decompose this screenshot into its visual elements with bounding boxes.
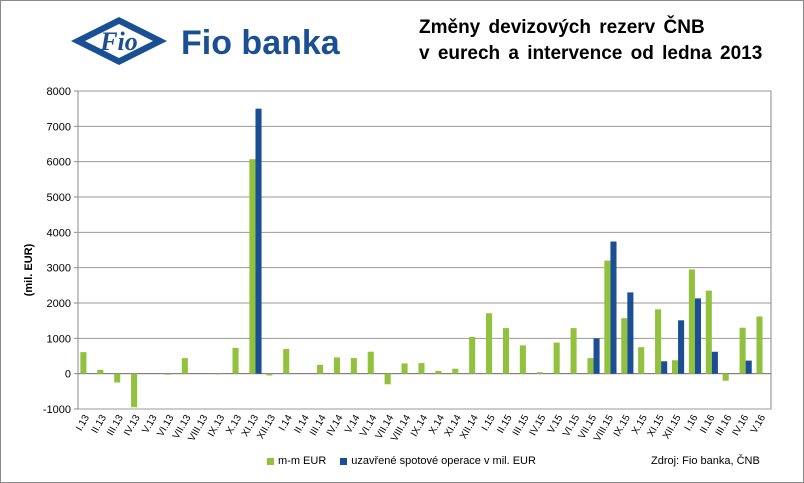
legend: m-m EUR uzavřené spotové operace v mil. …	[267, 455, 550, 467]
bar-mm-eur	[519, 345, 526, 374]
y-tick-label: 4000	[47, 227, 71, 239]
bar-mm-eur	[553, 342, 560, 374]
bar-mm-eur	[502, 328, 510, 374]
bar-mm-eur	[722, 373, 729, 381]
x-tick-label: IV.16	[731, 413, 752, 438]
x-tick-label: IX.14	[409, 413, 430, 439]
x-tick-label: V.16	[749, 413, 769, 436]
legend-label-spot-operations: uzavřené spotové operace v mil. EUR	[351, 455, 536, 467]
x-tick-label: IV.14	[325, 413, 346, 438]
fio-logo: Fio	[71, 17, 167, 65]
bar-mm-eur	[350, 358, 357, 374]
bar-spot-operations	[678, 320, 685, 374]
bar-mm-eur	[131, 373, 138, 408]
bar-mm-eur	[570, 328, 577, 374]
legend-item-mm-eur: m-m EUR	[267, 455, 326, 467]
bar-mm-eur	[435, 370, 442, 374]
bar-mm-eur	[536, 372, 543, 374]
bar-mm-eur	[97, 369, 104, 374]
bar-mm-eur	[621, 318, 628, 374]
x-tick-label: IV.13	[122, 413, 143, 438]
bar-spot-operations	[593, 338, 600, 374]
bar-mm-eur	[283, 348, 290, 374]
y-tick-label: 5000	[47, 192, 71, 204]
bar-mm-eur	[114, 373, 121, 383]
bar-mm-eur	[181, 358, 188, 374]
bar-mm-eur	[739, 327, 746, 374]
fio-diamond-inner-icon	[85, 24, 153, 58]
y-axis-label: (mil. EUR)	[23, 243, 35, 296]
bar-mm-eur	[249, 159, 256, 374]
bar-spot-operations	[627, 292, 634, 374]
bar-mm-eur	[80, 352, 87, 374]
source-note: Zdroj: Fio banka, ČNB	[651, 455, 760, 467]
bar-mm-eur	[232, 347, 239, 374]
grid-lines	[74, 90, 772, 410]
bar-mm-eur	[266, 373, 273, 376]
bar-mm-eur	[756, 316, 763, 374]
legend-label-mm-eur: m-m EUR	[278, 455, 327, 467]
y-tick-label: 2000	[47, 298, 71, 310]
legend-swatch-mm-eur	[267, 457, 274, 465]
bar-mm-eur	[486, 313, 493, 374]
bar-mm-eur	[367, 351, 374, 374]
x-tick-label: XII.14	[458, 413, 481, 442]
y-tick-label: 7000	[47, 121, 71, 133]
x-tick-label: IX.15	[612, 413, 633, 439]
y-tick-label: -1000	[43, 404, 71, 416]
bar-spot-operations	[661, 361, 668, 374]
legend-swatch-spot-operations	[340, 457, 348, 465]
y-tick-label: 6000	[47, 157, 71, 169]
x-tick-label: XII.13	[255, 413, 278, 442]
bar-spot-operations	[610, 241, 617, 374]
bar-spot-operations	[745, 360, 752, 374]
bar-mm-eur	[671, 360, 679, 374]
bar-mm-eur	[638, 347, 645, 374]
bar-mm-eur	[401, 363, 408, 374]
bar-mm-eur	[215, 373, 222, 375]
y-tick-label: 0	[65, 369, 71, 381]
logo-mark-text: Fio	[99, 27, 138, 56]
bar-mm-eur	[164, 373, 171, 375]
brand-name: Fio banka	[181, 24, 340, 62]
bar-spot-operations	[694, 298, 702, 374]
bar-mm-eur	[604, 260, 611, 374]
bar-mm-eur	[384, 373, 391, 385]
bar-mm-eur	[469, 336, 476, 374]
bar-mm-eur	[655, 309, 662, 374]
x-tick-label: IV.15	[528, 413, 549, 438]
bar-mm-eur	[587, 358, 594, 374]
bar-spot-operations	[255, 108, 262, 374]
y-tick-label: 8000	[47, 86, 71, 98]
bar-mm-eur	[705, 290, 712, 374]
chart-title: Změny devizových rezerv ČNB v eurech a i…	[419, 15, 762, 67]
x-tick-labels: I.13II.13III.13IV.13V.13VI.13VII.13VIII.…	[74, 413, 768, 444]
chart-title-line-2: v eurech a intervence od ledna 2013	[419, 43, 763, 64]
x-tick-label: IX.13	[206, 413, 227, 439]
x-tick-label: XII.15	[661, 413, 684, 442]
bars	[80, 108, 763, 408]
bar-mm-eur	[688, 269, 695, 374]
chart-title-line-1: Změny devizových rezerv ČNB	[419, 17, 705, 38]
bar-mm-eur	[333, 357, 340, 374]
y-tick-labels: -1000 0 1000 2000 3000 4000 5000 6000 7000 8000	[43, 86, 71, 416]
bar-mm-eur	[452, 368, 459, 374]
bar-mm-eur	[317, 364, 324, 374]
legend-item-spot-operations: uzavřené spotové operace v mil. EUR	[340, 455, 536, 467]
bar-spot-operations	[711, 351, 718, 374]
y-tick-label: 3000	[47, 263, 71, 275]
y-tick-label: 1000	[47, 333, 71, 345]
bar-mm-eur	[418, 363, 425, 374]
